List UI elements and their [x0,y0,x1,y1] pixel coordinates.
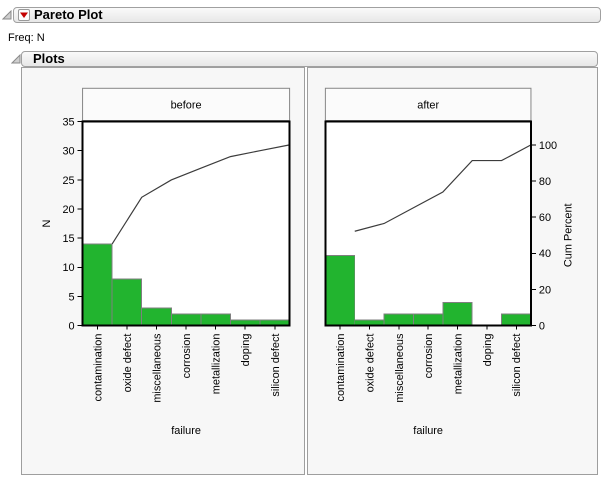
disclosure-open-icon[interactable] [11,54,21,64]
report-title: Pareto Plot [34,7,103,22]
bar-oxide defect[interactable] [111,278,143,327]
y-tick-label: 35 [62,116,74,128]
right-tick-label: 20 [539,284,551,296]
category-label: metallization [211,334,223,395]
pareto-chart-before: before contamination oxide defect miscellan… [41,87,291,437]
disclosure-open-icon[interactable] [2,10,12,20]
x-axis-title: failure [413,425,443,437]
category-label: corrosion [181,334,193,379]
y-tick-label: 0 [69,321,75,333]
right-tick-label: 80 [539,176,551,188]
y-axis-title: N [41,220,53,228]
plots-section-title: Plots [33,51,65,66]
plot-area [325,121,531,326]
category-label: oxide defect [122,334,134,393]
category-label: contamination [92,334,104,402]
cumulative-line [354,144,532,232]
outline-header-plots[interactable]: Plots [21,51,598,67]
outline-header-pareto-plot[interactable]: Pareto Plot [13,7,601,23]
category-label: corrosion [423,334,435,379]
category-label: silicon defect [270,334,282,397]
group-header-box [324,87,532,122]
panel-before: before contamination oxide defect miscellan… [21,67,305,475]
group-label: before [171,100,202,112]
category-label: doping [482,334,494,367]
bar-corrosion[interactable] [170,313,202,327]
red-triangle-menu-button[interactable] [18,9,30,21]
bar-miscellaneous[interactable] [383,313,414,327]
y-tick-label: 5 [69,291,75,303]
category-label: silicon defect [511,334,523,397]
red-triangle-icon [20,12,28,18]
bar-contamination[interactable] [324,255,356,327]
right-tick-label: 60 [539,212,551,224]
group-header-box [82,87,291,122]
bar-contamination[interactable] [82,243,113,327]
bar-metallization[interactable] [200,313,231,327]
right-tick-label: 0 [539,321,545,333]
category-label: oxide defect [364,334,376,393]
bar-metallization[interactable] [442,301,473,327]
pareto-chart-after: after contamination oxide defect miscellane… [324,87,575,437]
y-tick-label: 25 [62,175,74,187]
right-tick-label: 40 [539,248,551,260]
y-tick-label: 15 [62,233,74,245]
right-axis-title: Cum Percent [563,203,575,267]
group-label: after [417,100,439,112]
panel-after: after contamination oxide defect miscellane… [307,67,598,475]
category-label: metallization [453,334,465,395]
bar-corrosion[interactable] [412,313,444,327]
right-tick-label: 100 [539,140,557,152]
category-label: miscellaneous [394,333,406,403]
y-tick-label: 10 [62,262,74,274]
category-label: miscellaneous [151,333,163,403]
cumulative-line [111,144,290,245]
x-axis-title: failure [171,425,201,437]
freq-label: Freq: N [8,32,45,44]
y-tick-label: 20 [62,204,74,216]
bar-miscellaneous[interactable] [141,307,172,327]
category-label: contamination [335,334,347,402]
bar-silicon defect[interactable] [501,313,532,327]
y-tick-label: 30 [62,146,74,158]
category-label: doping [240,334,252,367]
